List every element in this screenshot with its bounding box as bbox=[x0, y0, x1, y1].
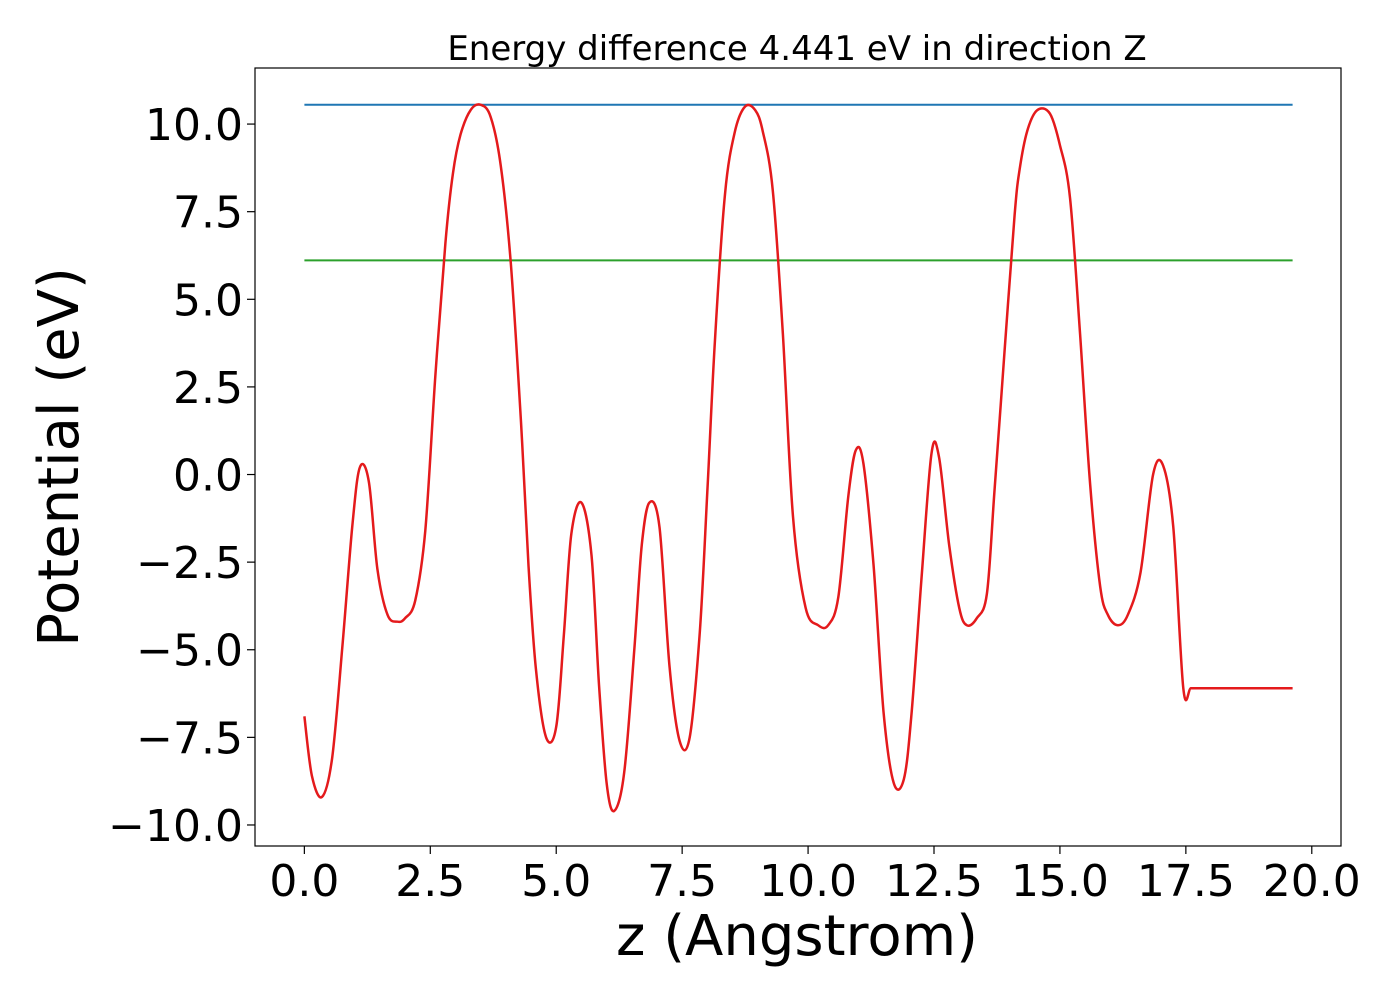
y-tick-label: 5.0 bbox=[173, 275, 243, 326]
y-tick-label: 0.0 bbox=[173, 451, 243, 502]
y-tick-label: 10.0 bbox=[145, 100, 243, 151]
x-tick-label: 2.5 bbox=[395, 856, 465, 907]
x-tick-label: 0.0 bbox=[269, 856, 339, 907]
x-tick-label: 10.0 bbox=[759, 856, 857, 907]
x-tick-label: 15.0 bbox=[1011, 856, 1109, 907]
y-tick-label: −2.5 bbox=[136, 538, 243, 589]
y-tick-label: −10.0 bbox=[108, 801, 243, 852]
x-tick-label: 7.5 bbox=[647, 856, 717, 907]
y-tick-label: −7.5 bbox=[136, 713, 243, 764]
x-tick-label: 12.5 bbox=[885, 856, 983, 907]
chart-title: Energy difference 4.441 eV in direction … bbox=[447, 29, 1146, 69]
x-axis-ticks: 0.0 2.5 5.0 7.5 10.0 12.5 15.0 17.5 20.0 bbox=[269, 846, 1361, 907]
plot-frame bbox=[254, 67, 1342, 847]
x-tick-label: 17.5 bbox=[1137, 856, 1235, 907]
y-tick-label: 7.5 bbox=[173, 188, 243, 239]
y-axis-ticks: −10.0 −7.5 −5.0 −2.5 0.0 2.5 5.0 7.5 10.0 bbox=[108, 100, 255, 852]
series-layer bbox=[303, 103, 1293, 813]
y-tick-label: 2.5 bbox=[173, 363, 243, 414]
y-tick-label: −5.0 bbox=[136, 626, 243, 677]
x-tick-label: 5.0 bbox=[521, 856, 591, 907]
x-tick-label: 20.0 bbox=[1263, 856, 1361, 907]
series-line-3 bbox=[303, 103, 1293, 813]
x-axis-title: z (Angstrom) bbox=[616, 904, 978, 969]
y-axis-title: Potential (eV) bbox=[27, 267, 92, 647]
